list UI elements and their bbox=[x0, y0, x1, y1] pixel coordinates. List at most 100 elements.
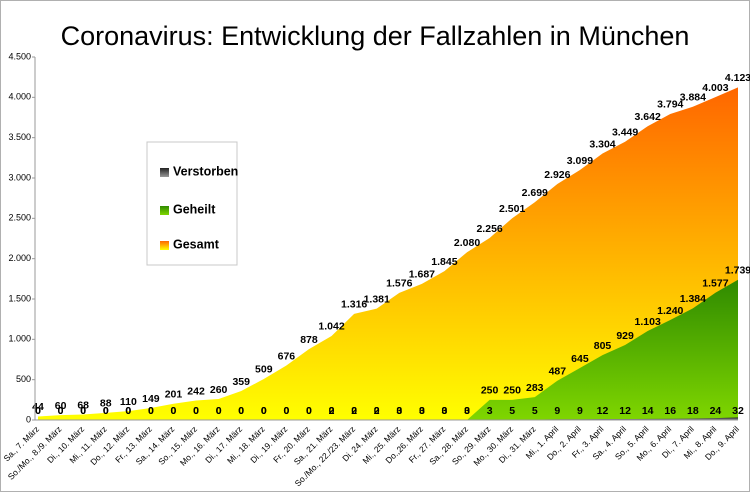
data-label: 0 bbox=[238, 405, 244, 417]
data-label: 260 bbox=[210, 384, 228, 396]
data-label: 0 bbox=[103, 405, 109, 417]
data-label: 359 bbox=[232, 376, 250, 388]
data-label: 0 bbox=[216, 405, 222, 417]
legend-label: Geheilt bbox=[173, 202, 216, 216]
legend-swatch bbox=[160, 206, 169, 215]
data-label: 1.240 bbox=[657, 305, 683, 317]
data-label: 0 bbox=[193, 405, 199, 417]
data-label: 1.576 bbox=[386, 278, 412, 290]
data-label: 2.256 bbox=[476, 223, 502, 235]
data-label: 0 bbox=[283, 405, 289, 417]
data-label: 0 bbox=[238, 405, 244, 417]
data-label: 0 bbox=[125, 405, 131, 417]
data-label: 9 bbox=[577, 405, 583, 417]
data-label: 1.739 bbox=[725, 265, 750, 277]
data-label: 0 bbox=[148, 405, 154, 417]
data-label: 3 bbox=[419, 405, 425, 417]
data-label: 44 bbox=[32, 401, 44, 413]
area bbox=[38, 87, 738, 421]
data-label: 3 bbox=[487, 405, 493, 417]
data-label: 24 bbox=[710, 405, 722, 417]
data-label: 1.316 bbox=[341, 299, 367, 311]
data-label: 3.794 bbox=[657, 99, 683, 111]
data-label: 487 bbox=[549, 365, 567, 377]
data-label: 0 bbox=[80, 405, 86, 417]
data-label: 0 bbox=[103, 405, 109, 417]
data-label: 2 bbox=[351, 405, 357, 417]
data-label: 0 bbox=[374, 405, 380, 417]
data-label: 16 bbox=[664, 405, 676, 417]
data-label: 0 bbox=[80, 405, 86, 417]
legend-label: Verstorben bbox=[173, 164, 238, 178]
y-tick-label: 4.000 bbox=[8, 92, 31, 102]
data-label: 3.449 bbox=[612, 127, 638, 139]
data-label: 0 bbox=[396, 405, 402, 417]
y-tick-label: 0 bbox=[26, 414, 31, 424]
y-tick-label: 500 bbox=[16, 374, 31, 384]
data-label: 3.642 bbox=[635, 111, 661, 123]
y-tick-label: 1.000 bbox=[8, 334, 31, 344]
data-label: 0 bbox=[306, 405, 312, 417]
data-label: 5 bbox=[532, 405, 538, 417]
data-label: 68 bbox=[77, 399, 89, 411]
data-label: 18 bbox=[687, 405, 699, 417]
data-label: 14 bbox=[642, 405, 654, 417]
data-label: 60 bbox=[55, 400, 67, 412]
data-label: 3.304 bbox=[589, 138, 615, 150]
data-label: 110 bbox=[120, 396, 137, 408]
y-tick-label: 2.000 bbox=[8, 253, 31, 263]
data-label: 0 bbox=[148, 405, 154, 417]
data-label: 2.699 bbox=[522, 187, 548, 199]
y-tick-label: 2.500 bbox=[8, 213, 31, 223]
data-label: 1.845 bbox=[431, 256, 457, 268]
data-label: 929 bbox=[616, 330, 634, 342]
y-tick-label: 3.000 bbox=[8, 172, 31, 182]
data-label: 509 bbox=[255, 364, 273, 376]
data-label: 0 bbox=[171, 405, 177, 417]
data-label: 283 bbox=[526, 382, 544, 394]
data-label: 2.926 bbox=[544, 169, 570, 181]
data-label: 12 bbox=[619, 405, 631, 417]
data-label: 0 bbox=[419, 405, 425, 417]
data-label: 1.687 bbox=[409, 269, 435, 281]
data-label: 0 bbox=[35, 405, 41, 417]
data-label: 0 bbox=[193, 405, 199, 417]
data-label: 0 bbox=[261, 405, 267, 417]
data-label: 1.042 bbox=[318, 321, 344, 333]
data-label: 12 bbox=[597, 405, 609, 417]
data-label: 0 bbox=[58, 405, 64, 417]
data-label: 1.381 bbox=[364, 293, 390, 305]
data-label: 1.384 bbox=[680, 293, 706, 305]
data-label: 250 bbox=[503, 385, 521, 397]
data-label: 250 bbox=[481, 385, 499, 397]
data-label: 3.884 bbox=[680, 91, 706, 103]
data-label: 2 bbox=[329, 405, 335, 417]
data-label: 0 bbox=[283, 405, 289, 417]
data-label: 9 bbox=[554, 405, 560, 417]
data-label: 1.577 bbox=[702, 278, 728, 290]
data-label: 878 bbox=[300, 334, 318, 346]
data-label: 5 bbox=[509, 405, 515, 417]
data-label: 32 bbox=[732, 405, 744, 417]
data-label: 88 bbox=[100, 398, 112, 410]
area bbox=[38, 279, 738, 420]
data-label: 645 bbox=[571, 353, 589, 365]
data-label: 2.501 bbox=[499, 203, 525, 215]
data-label: 0 bbox=[125, 405, 131, 417]
data-label: 676 bbox=[278, 350, 296, 362]
data-label: 2 bbox=[374, 405, 380, 417]
data-label: 0 bbox=[171, 405, 177, 417]
data-label: 3 bbox=[396, 405, 402, 417]
legend-swatch bbox=[160, 241, 169, 250]
data-label: 0 bbox=[58, 405, 64, 417]
data-label: 2.080 bbox=[454, 237, 480, 249]
data-label: 149 bbox=[142, 393, 160, 405]
data-label: 3 bbox=[464, 405, 470, 417]
data-label: 242 bbox=[187, 385, 205, 397]
data-label: 1.103 bbox=[635, 316, 661, 328]
data-label: 0 bbox=[442, 405, 448, 417]
data-label: 0 bbox=[35, 405, 41, 417]
legend-swatch bbox=[160, 168, 169, 177]
data-label: 4.123 bbox=[725, 72, 750, 84]
